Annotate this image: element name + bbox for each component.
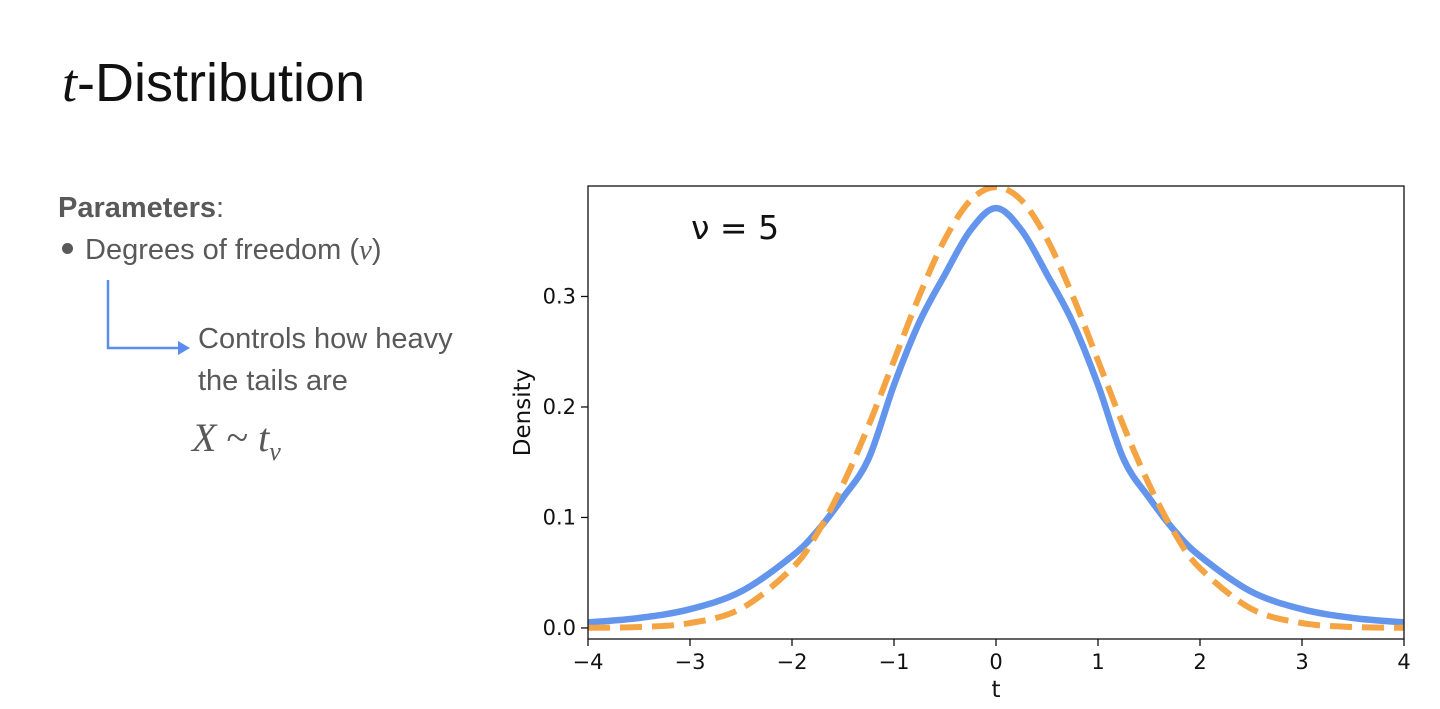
title-text: -Distribution [77, 53, 366, 113]
distribution-formula: X ~ tν [192, 414, 281, 467]
bullet-degrees-of-freedom: Degrees of freedom (ν) [62, 234, 382, 267]
y-tick-label: 0.3 [543, 284, 576, 308]
tail-note-line1: Controls how heavy [198, 323, 453, 355]
density-chart: −4 −3 −2 −1 0 1 2 3 4 0.0 0.1 0.2 0.3 t Density ν = 5 [510, 185, 1411, 703]
bullet-symbol: ν [359, 234, 372, 266]
formula-sub: ν [269, 437, 281, 466]
x-tick-label: 3 [1295, 650, 1308, 674]
x-tick-label: 0 [989, 650, 1002, 674]
bullet-close: ) [371, 234, 382, 266]
y-tick-label: 0.0 [543, 616, 576, 640]
parameters-label: Parameters [58, 192, 216, 224]
plot-frame [587, 185, 1405, 640]
x-tick-label: −3 [675, 650, 706, 674]
formula-lhs: X [192, 415, 217, 460]
x-tick-label: −1 [879, 650, 910, 674]
y-tick-label: 0.1 [543, 505, 576, 529]
x-axis-label: t [991, 677, 1000, 703]
tail-note: Controls how heavy the tails are [198, 318, 528, 402]
formula-t: t [258, 415, 270, 460]
parameters-colon: : [216, 192, 225, 224]
title-variable: t [62, 53, 78, 113]
series-line-dashed [588, 186, 1404, 631]
series-line-solid [588, 204, 1404, 626]
nu-annotation: ν = 5 [691, 208, 779, 247]
slide-title: t-Distribution [62, 52, 365, 114]
y-axis-label: Density [510, 369, 536, 456]
x-tick-label: 4 [1397, 650, 1410, 674]
x-tick-label: −2 [777, 650, 808, 674]
arrow-icon [106, 280, 190, 355]
bullet-dot-icon [62, 242, 73, 254]
y-tick-label: 0.2 [543, 395, 576, 419]
formula-op: ~ [216, 415, 259, 460]
x-tick-label: 1 [1091, 650, 1104, 674]
x-tick-label: −4 [573, 650, 604, 674]
bullet-text: Degrees of freedom ( [85, 234, 360, 266]
x-tick-label: 2 [1193, 650, 1206, 674]
parameters-heading: Parameters: [58, 192, 224, 225]
tail-note-line2: the tails are [198, 365, 348, 397]
